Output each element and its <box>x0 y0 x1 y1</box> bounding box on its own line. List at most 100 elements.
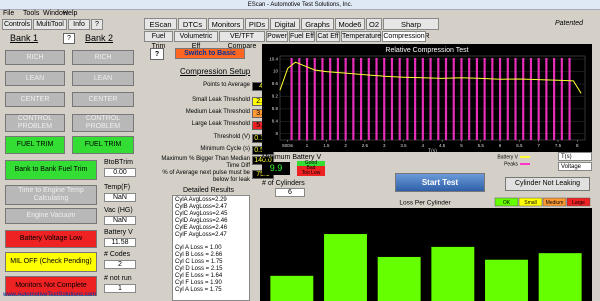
sub-tab[interactable]: Fuel Eff <box>289 31 315 42</box>
setup-label: Threshold (V) <box>213 134 250 140</box>
bank-label: Bank 2 <box>85 33 114 43</box>
bar <box>377 256 421 301</box>
tab[interactable]: Mode6 <box>335 18 365 30</box>
status-button[interactable]: Cylinder Not Leaking <box>505 177 590 191</box>
plot-frame <box>262 44 592 152</box>
tab[interactable]: Monitors <box>208 18 244 30</box>
footer-link[interactable]: www.AutomotiveTestSolutions.com <box>3 292 97 298</box>
tab[interactable]: O2 <box>366 18 382 30</box>
field-value: NaN <box>104 193 136 202</box>
tab[interactable]: Sharp SHOOTER <box>383 18 439 40</box>
x-tick-label: 4.5 <box>439 143 446 148</box>
indicator: CENTER <box>72 92 134 107</box>
setup-value[interactable]: 2.20 <box>252 97 274 106</box>
menu-item[interactable]: Help <box>63 10 78 17</box>
result-line: Cyl D Loss = 2.15 <box>175 266 223 272</box>
sub-tab[interactable]: VE/TFT Compare <box>219 31 265 50</box>
tab[interactable]: PIDs <box>245 18 269 30</box>
setup-value[interactable]: 0.100 <box>252 134 274 143</box>
legend-box <box>542 197 567 207</box>
menu-item[interactable]: File <box>3 10 15 17</box>
x-tick-label: 5.5 <box>478 143 485 148</box>
battery-label: Minimum Battery V <box>262 154 322 161</box>
battery-state: Too Low <box>297 171 325 176</box>
x-tick-label: 7.5 <box>555 143 562 148</box>
field-label: Temp(F) <box>104 184 131 191</box>
tab[interactable]: MultiTool <box>33 19 67 30</box>
window-title: EScan - Automotive Test Solutions, Inc. <box>247 2 353 8</box>
setup-value[interactable]: 5.00 <box>252 121 274 130</box>
setup-value[interactable]: 40 <box>252 82 274 91</box>
legend-box <box>566 197 591 207</box>
tab[interactable]: DTCs <box>178 18 207 30</box>
status-indicator: Battery Voltage Low <box>5 230 97 248</box>
plot-select[interactable]: T(s) <box>558 152 592 161</box>
field-label: Vac (HG) <box>104 207 133 214</box>
bank-label: Bank 1 <box>10 33 39 43</box>
plot-select[interactable]: Voltage <box>558 162 592 171</box>
indicator: CONTROL PROBLEM <box>5 114 65 132</box>
x-tick-label: 1.5 <box>323 143 330 148</box>
help-button[interactable]: ? <box>150 48 164 60</box>
patented: Patented <box>555 20 584 27</box>
legend-label: Large <box>572 200 585 206</box>
setup-label: Points to Average <box>203 82 250 88</box>
y-tick-label: 10 <box>273 69 279 74</box>
field-value: NaN <box>104 216 136 225</box>
setup-label: Medium Leak Threshold <box>185 109 250 115</box>
menu-item[interactable]: Window <box>43 10 68 17</box>
field-label: Battery V <box>104 229 133 236</box>
results-box <box>172 195 250 301</box>
tab[interactable]: Controls <box>2 19 32 30</box>
field-label: # not run <box>104 275 132 282</box>
legend-box <box>494 197 519 207</box>
setup-value[interactable]: 3.00 <box>252 109 274 118</box>
battery-line <box>279 61 582 94</box>
setup-title: Compression Setup <box>180 67 251 76</box>
bar <box>324 234 367 301</box>
field-value: 0.00 <box>104 168 136 177</box>
y-tick-label: 8 <box>275 131 278 136</box>
x-tick-label: 2 <box>344 143 347 148</box>
help-button[interactable]: ? <box>63 33 75 44</box>
tab[interactable]: Digital <box>270 18 300 30</box>
status-indicator: Bank to Bank Fuel Trim <box>5 160 97 180</box>
tab[interactable]: Info <box>68 19 90 30</box>
switch-button[interactable]: Switch to Basic <box>175 48 245 59</box>
legend-label: OK <box>503 200 511 206</box>
x-tick-label: 2.5 <box>362 143 369 148</box>
battery-value: 9.9 <box>262 162 290 175</box>
tab[interactable]: EScan <box>144 18 177 30</box>
legend-label: Small <box>524 200 537 206</box>
menu-item[interactable]: Tools <box>23 10 40 17</box>
x-tick-label: 6.5 <box>516 143 523 148</box>
indicator: CONTROL PROBLEM <box>72 114 134 132</box>
cylinders-value[interactable]: 6 <box>275 188 305 197</box>
x-tick-label: 500m <box>282 143 294 148</box>
sub-tab[interactable]: Cat Eff <box>316 31 340 42</box>
plot-area <box>279 55 586 141</box>
field-value: 2 <box>104 260 136 269</box>
setup-label: Minimum Cycle (s) <box>200 146 250 152</box>
setup-label: % of Average next pulse must be below fo… <box>162 170 250 183</box>
cylinders-label: # of Cylinders <box>262 180 305 187</box>
chart-title: Relative Compression Test <box>385 47 468 54</box>
sub-tab[interactable]: Compression <box>382 31 426 42</box>
tab[interactable]: ? <box>91 19 103 30</box>
result-line: Cyl B Loss = 2.66 <box>175 252 223 258</box>
result-line: CylD AvgLoss=2.46 <box>175 218 228 224</box>
x-tick-label: 7 <box>537 143 540 148</box>
sub-tab[interactable]: Volumetric Eff <box>174 31 218 50</box>
field-value: 1 <box>104 284 136 293</box>
y-tick-label: 10.4 <box>269 56 278 61</box>
x-tick-label: 6 <box>499 143 502 148</box>
sub-tab[interactable]: Temperature <box>341 31 382 42</box>
result-line: CylF AvgLoss=2.47 <box>175 232 227 238</box>
indicator: FUEL TRIM <box>5 136 65 154</box>
indicator: RICH <box>72 50 134 65</box>
sub-tab[interactable]: Power <box>266 31 288 42</box>
tab[interactable]: Graphs <box>301 18 334 30</box>
x-tick-label: 5 <box>460 143 463 148</box>
sub-tab[interactable]: Fuel Trim <box>144 31 173 50</box>
start-button[interactable]: Start Test <box>395 173 485 192</box>
